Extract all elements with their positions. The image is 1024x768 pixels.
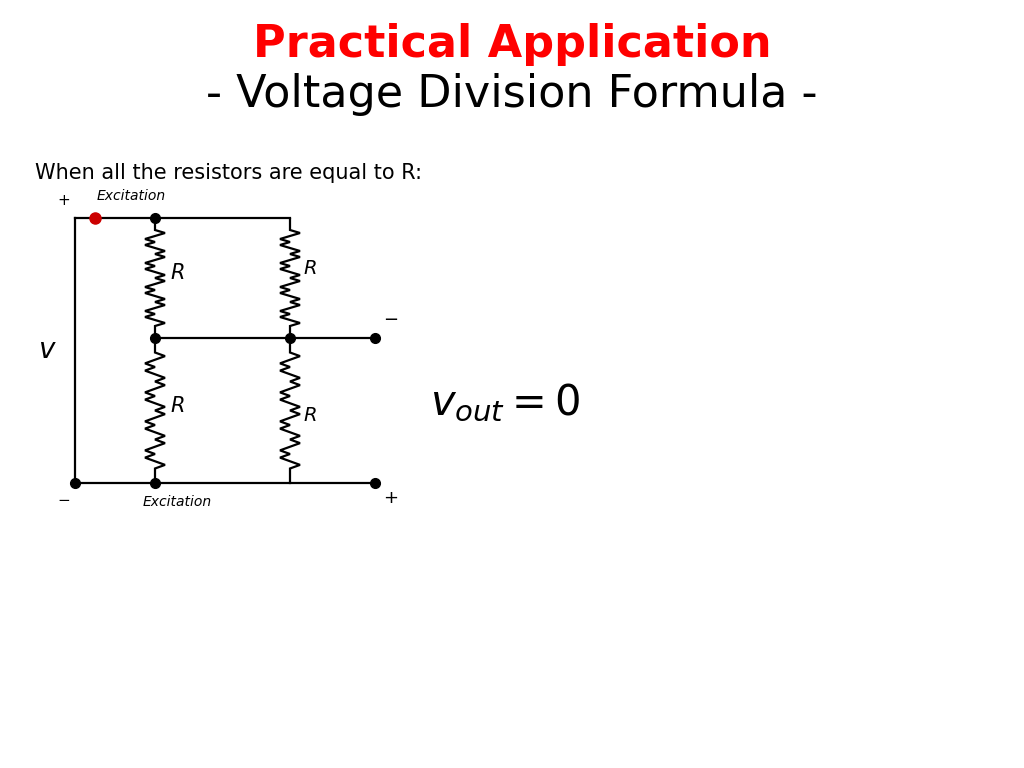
Text: Excitation: Excitation	[143, 495, 212, 509]
Text: Practical Application: Practical Application	[253, 23, 771, 66]
Text: $R$: $R$	[170, 396, 184, 415]
Text: $R$: $R$	[303, 406, 316, 425]
Text: $R$: $R$	[170, 263, 184, 283]
Text: Excitation: Excitation	[97, 189, 166, 203]
Text: $-$: $-$	[57, 491, 70, 506]
Text: +: +	[57, 193, 70, 208]
Text: $+$: $+$	[383, 489, 398, 507]
Text: $v_{out} = 0$: $v_{out} = 0$	[430, 382, 581, 424]
Text: - Voltage Division Formula -: - Voltage Division Formula -	[206, 73, 818, 116]
Text: When all the resistors are equal to R:: When all the resistors are equal to R:	[35, 163, 422, 183]
Text: $v$: $v$	[38, 336, 56, 365]
Text: $R$: $R$	[303, 259, 316, 277]
Text: $-$: $-$	[383, 309, 398, 327]
